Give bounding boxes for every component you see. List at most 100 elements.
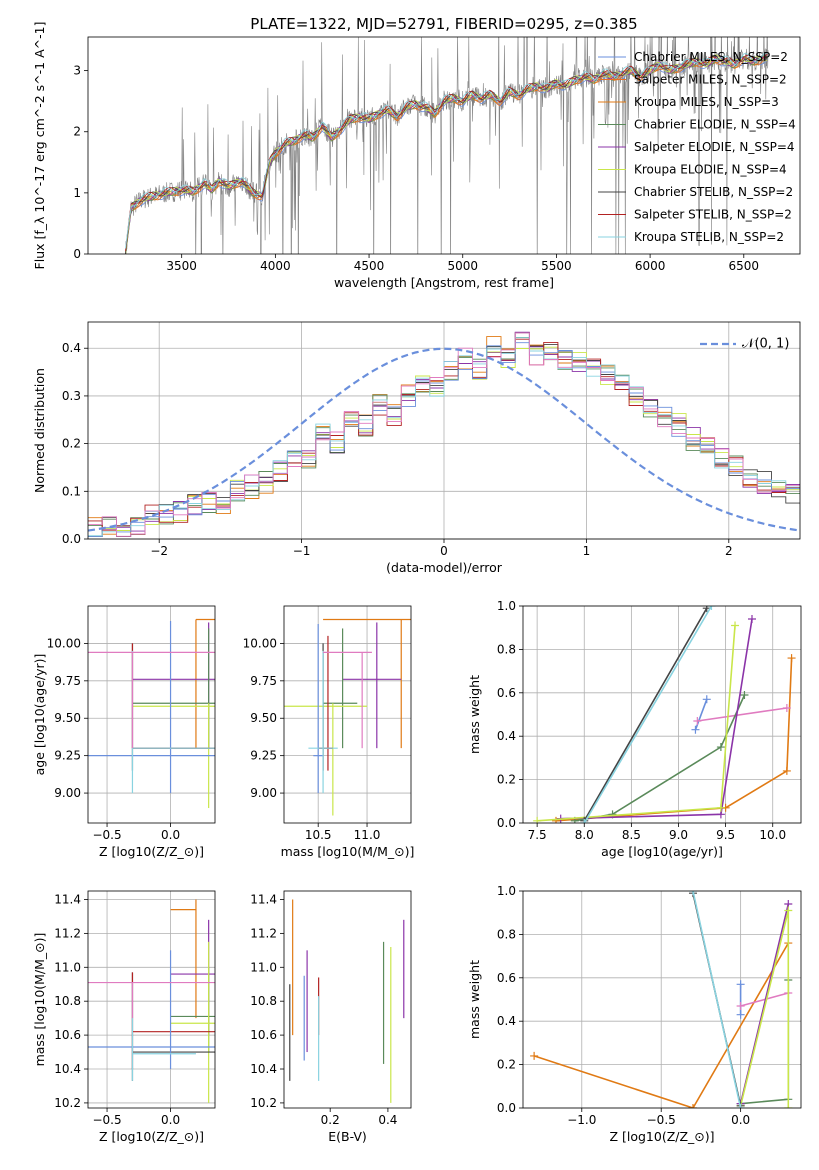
y-tick-label: 0.3: [62, 389, 81, 403]
x-axis-label: mass [log10(M/M_⊙)]: [281, 844, 415, 859]
normal-curve-line: [88, 347, 800, 532]
data-point-marker: [716, 803, 725, 812]
y-tick-label: 9.50: [54, 711, 81, 725]
y-axis-label: Normed distribution: [32, 368, 47, 493]
y-tick-label: 0.2: [497, 1058, 516, 1072]
y-tick-label: 0.4: [62, 341, 81, 355]
x-tick-label: 10.0: [759, 828, 786, 842]
legend-label: Chabrier STELIB, N_SSP=2: [634, 185, 793, 199]
y-tick-label: 9.00: [250, 786, 277, 800]
data-point-marker: [716, 743, 725, 752]
y-tick-label: 10.6: [250, 1028, 277, 1042]
y-axis-label: mass [log10(M/M_⊙)]: [32, 933, 47, 1067]
data-point-marker: [580, 819, 589, 823]
y-tick-label: 10.6: [54, 1028, 81, 1042]
x-tick-label: 4500: [354, 259, 385, 273]
data-point-marker: [693, 717, 702, 726]
legend-label: Chabrier ELODIE, N_SSP=4: [634, 118, 796, 132]
data-point-marker: [530, 1051, 539, 1060]
x-tick-label: 10.5: [305, 828, 332, 842]
y-tick-label: 11.2: [54, 926, 81, 940]
data-point-marker: [736, 1002, 745, 1011]
y-tick-label: 1.0: [497, 599, 516, 613]
y-axis-label: Flux [f_λ 10^-17 erg cm^-2 s^-1 A^-1]: [32, 22, 47, 270]
legend-label: Salpeter MILES, N_SSP=2: [634, 73, 787, 87]
x-tick-label: 4000: [260, 259, 291, 273]
y-tick-label: 9.50: [250, 711, 277, 725]
chart-title: PLATE=1322, MJD=52791, FIBERID=0295, z=0…: [250, 15, 637, 33]
y-tick-label: 11.4: [54, 892, 81, 906]
series-line: [694, 699, 708, 730]
model-spectrum-line: [125, 52, 768, 249]
axes-frame: [283, 605, 412, 824]
x-axis-label: Z [log10(Z/Z_⊙)]: [99, 1129, 204, 1144]
y-tick-label: 10.4: [250, 1062, 277, 1076]
axes-frame: [283, 890, 412, 1109]
x-tick-label: 0: [440, 544, 448, 558]
x-axis-label: age [log10(age/yr)]: [601, 844, 723, 859]
legend-label: Chabrier MILES, N_SSP=2: [634, 50, 788, 64]
x-axis-label: (data-model)/error: [386, 560, 503, 575]
legend-label: Kroupa STELIB, N_SSP=2: [634, 230, 784, 244]
x-tick-label: 2: [725, 544, 733, 558]
y-tick-label: 9.75: [250, 674, 277, 688]
x-tick-label: 0.0: [161, 1113, 180, 1127]
plot-area: [284, 618, 411, 816]
y-tick-label: 9.25: [250, 749, 277, 763]
y-axis-label: mass weight: [467, 675, 482, 754]
y-tick-label: 11.4: [250, 892, 277, 906]
x-tick-label: −1: [293, 544, 311, 558]
y-tick-label: 2: [73, 125, 81, 139]
y-tick-label: 0.0: [497, 816, 516, 830]
plot-area: [530, 891, 793, 1108]
x-axis-label: E(B-V): [328, 1129, 367, 1144]
histogram-step-line: [88, 332, 800, 537]
mass-vs-metallicity-panel: −0.5 0.0 10.2 10.4 10.6 10.8 11.0 11.2 11.4 Z [lo…: [32, 890, 216, 1144]
series-line: [740, 992, 789, 1007]
x-tick-label: 8.0: [575, 828, 594, 842]
y-tick-label: 10.00: [47, 636, 81, 650]
data-point-marker: [784, 1104, 793, 1108]
model-spectrum-line: [125, 59, 768, 254]
grid: [284, 606, 411, 823]
x-axis-label: Z [log10(Z/Z_⊙)]: [99, 844, 204, 859]
x-tick-label: 3500: [166, 259, 197, 273]
series-line: [533, 942, 789, 1108]
x-tick-label: 5000: [447, 259, 478, 273]
y-tick-label: 0: [73, 247, 81, 261]
mass-vs-ebv-panel: 0.2 0.4 10.2 10.4 10.6 10.8 11.0 11.2 11.4 E(B-V): [250, 890, 412, 1144]
y-tick-label: 10.8: [54, 994, 81, 1008]
observed-spectrum-line: [125, 37, 769, 254]
axes-frame: [87, 36, 801, 255]
y-tick-label: 10.8: [250, 994, 277, 1008]
legend-label: Salpeter STELIB, N_SSP=2: [634, 208, 792, 222]
x-tick-label: 8.5: [622, 828, 641, 842]
legend-label: Salpeter ELODIE, N_SSP=4: [634, 140, 795, 154]
x-tick-label: 1: [583, 544, 591, 558]
x-tick-label: 0.0: [161, 828, 180, 842]
y-tick-label: 0.6: [497, 686, 516, 700]
plot-area: [125, 37, 769, 254]
data-point-marker: [691, 725, 700, 734]
y-tick-label: 0.2: [497, 773, 516, 787]
spectrum-panel: 3500 4000 4500 5000 5500 6000 6500 0 1 2 3 waveleng…: [32, 15, 801, 290]
data-point-marker: [782, 703, 791, 712]
y-tick-label: 10.2: [250, 1096, 277, 1110]
data-point-marker: [736, 980, 745, 989]
series-line: [560, 618, 753, 820]
model-spectrum-line: [125, 53, 768, 251]
data-point-marker: [702, 695, 711, 704]
data-point-marker: [740, 690, 749, 699]
series-line: [537, 625, 736, 822]
plot-area: [533, 606, 796, 823]
data-point-marker: [736, 1010, 745, 1019]
x-tick-label: 0.4: [378, 1113, 397, 1127]
y-axis-label: mass weight: [467, 960, 482, 1039]
x-tick-label: 5500: [541, 259, 572, 273]
axes-frame: [87, 605, 216, 824]
series-line: [740, 980, 790, 1105]
series-line: [583, 607, 708, 822]
y-tick-label: 9.00: [54, 786, 81, 800]
y-axis-label: age [log10(age/yr)]: [32, 654, 47, 776]
y-tick-label: 9.75: [54, 674, 81, 688]
